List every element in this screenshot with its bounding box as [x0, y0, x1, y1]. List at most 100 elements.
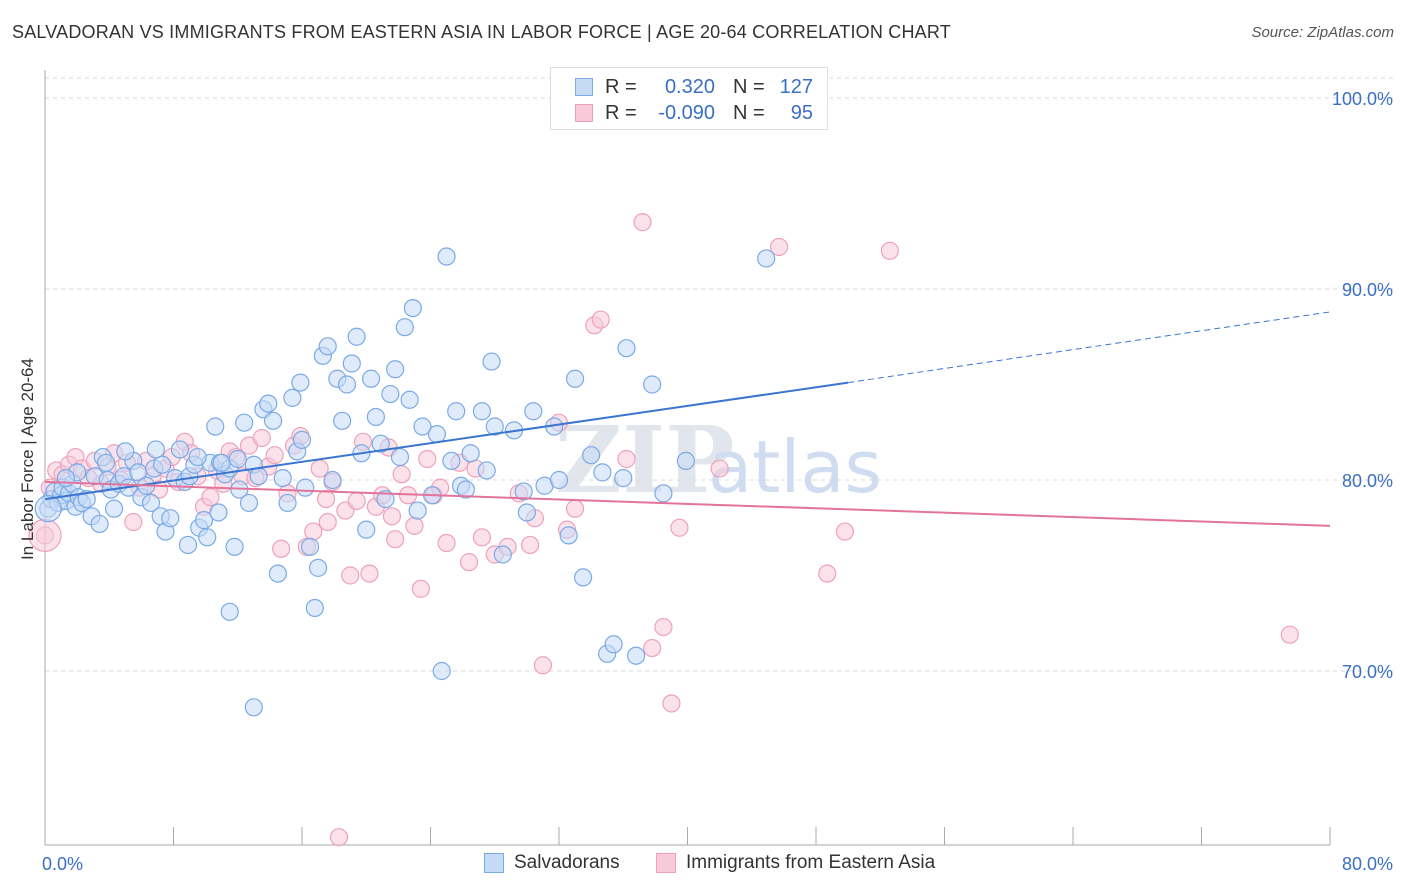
point-salvadorans [188, 447, 207, 467]
point-salvadorans [141, 493, 161, 513]
point-immigrants-from-eastern-asia [591, 310, 610, 329]
point-salvadorans [90, 514, 109, 534]
point-immigrants-from-eastern-asia [654, 617, 673, 637]
point-immigrants-from-eastern-asia [533, 656, 553, 675]
point-salvadorans [493, 545, 512, 564]
series-legend: Salvadorans Immigrants from Eastern Asia [0, 852, 1406, 876]
point-salvadorans [386, 360, 405, 379]
point-salvadorans [517, 503, 536, 522]
point-immigrants-from-eastern-asia [411, 579, 430, 598]
legend-row-salvadorans: R = 0.320 N = 127 [575, 75, 813, 99]
point-salvadorans [757, 249, 776, 268]
point-immigrants-from-eastern-asia [316, 490, 336, 509]
legend-n-label: N = [733, 101, 765, 124]
point-salvadorans [482, 352, 501, 371]
point-immigrants-from-eastern-asia [304, 522, 323, 541]
point-salvadorans [323, 470, 342, 490]
correlation-legend: R = 0.320 N = 127 R = -0.090 N = 95 [550, 67, 828, 130]
point-salvadorans [153, 455, 172, 474]
point-salvadorans [178, 535, 198, 555]
point-salvadorans [305, 598, 324, 618]
point-salvadorans [146, 440, 165, 459]
point-salvadorans [291, 373, 310, 392]
point-salvadorans [104, 499, 124, 518]
point-salvadorans [432, 661, 451, 681]
legend-r-label: R = [605, 101, 637, 124]
legend-n-label: N = [733, 75, 765, 98]
source-label: Source: ZipAtlas.com [1251, 24, 1394, 41]
point-salvadorans [278, 493, 297, 513]
point-salvadorans [268, 564, 288, 583]
point-salvadorans [206, 417, 225, 436]
legend-swatch-salvadorans [575, 78, 593, 96]
axes [44, 70, 1331, 846]
legend-label-eastern-asia: Immigrants from Eastern Asia [686, 852, 936, 873]
point-immigrants-from-eastern-asia [405, 516, 424, 535]
point-salvadorans [212, 453, 231, 472]
point-salvadorans [593, 463, 612, 482]
point-salvadorans [194, 511, 214, 530]
point-salvadorans [427, 425, 447, 444]
y-tick-label: 80.0% [1342, 471, 1393, 491]
point-salvadorans [403, 299, 422, 318]
data-points [28, 213, 1299, 847]
point-salvadorans [413, 417, 432, 436]
point-salvadorans [376, 490, 395, 509]
point-salvadorans [34, 495, 62, 523]
y-tick-label: 90.0% [1342, 280, 1393, 300]
point-salvadorans [559, 526, 578, 545]
point-salvadorans [273, 468, 292, 488]
point-salvadorans [283, 388, 302, 407]
point-immigrants-from-eastern-asia [392, 465, 411, 484]
point-immigrants-from-eastern-asia [360, 564, 379, 583]
point-salvadorans [617, 339, 636, 358]
point-immigrants-from-eastern-asia [565, 499, 585, 518]
point-salvadorans [292, 430, 312, 449]
point-salvadorans [347, 327, 366, 346]
point-salvadorans [626, 646, 646, 665]
point-salvadorans [209, 503, 228, 522]
point-salvadorans [56, 468, 75, 488]
point-salvadorans [582, 446, 601, 465]
point-immigrants-from-eastern-asia [459, 553, 479, 572]
point-immigrants-from-eastern-asia [818, 564, 837, 583]
point-salvadorans [524, 402, 543, 421]
trend-lines [44, 311, 1331, 527]
point-salvadorans [477, 461, 496, 480]
point-salvadorans [654, 484, 673, 503]
point-immigrants-from-eastern-asia [880, 241, 899, 260]
legend-label-salvadorans: Salvadorans [514, 852, 620, 873]
point-salvadorans [198, 528, 217, 547]
point-salvadorans [461, 444, 480, 463]
legend-swatch-eastern-asia [656, 853, 676, 873]
point-salvadorans [161, 509, 180, 528]
point-salvadorans [400, 390, 419, 409]
point-immigrants-from-eastern-asia [437, 533, 456, 553]
point-salvadorans [259, 394, 278, 413]
point-salvadorans [225, 537, 244, 556]
point-salvadorans [614, 468, 633, 488]
point-immigrants-from-eastern-asia [347, 491, 366, 511]
legend-r-value: 0.320 [664, 75, 715, 98]
point-salvadorans [408, 501, 427, 520]
point-salvadorans [390, 447, 410, 467]
point-immigrants-from-eastern-asia [670, 518, 689, 537]
point-immigrants-from-eastern-asia [272, 539, 291, 558]
point-immigrants-from-eastern-asia [318, 512, 337, 532]
point-salvadorans [337, 375, 357, 394]
point-salvadorans [239, 493, 259, 513]
legend-item-eastern-asia: Immigrants from Eastern Asia [656, 852, 935, 874]
point-salvadorans [514, 482, 533, 501]
point-immigrants-from-eastern-asia [252, 428, 271, 448]
legend-n-value: 95 [790, 101, 813, 124]
point-salvadorans [96, 453, 116, 472]
point-salvadorans [395, 318, 414, 337]
point-salvadorans [643, 375, 662, 394]
point-immigrants-from-eastern-asia [341, 566, 360, 585]
point-salvadorans [549, 470, 569, 490]
point-salvadorans [333, 411, 352, 430]
trend-line-salvadorans [44, 381, 849, 501]
point-immigrants-from-eastern-asia [382, 507, 402, 526]
point-salvadorans [249, 467, 268, 486]
point-immigrants-from-eastern-asia [710, 459, 729, 478]
